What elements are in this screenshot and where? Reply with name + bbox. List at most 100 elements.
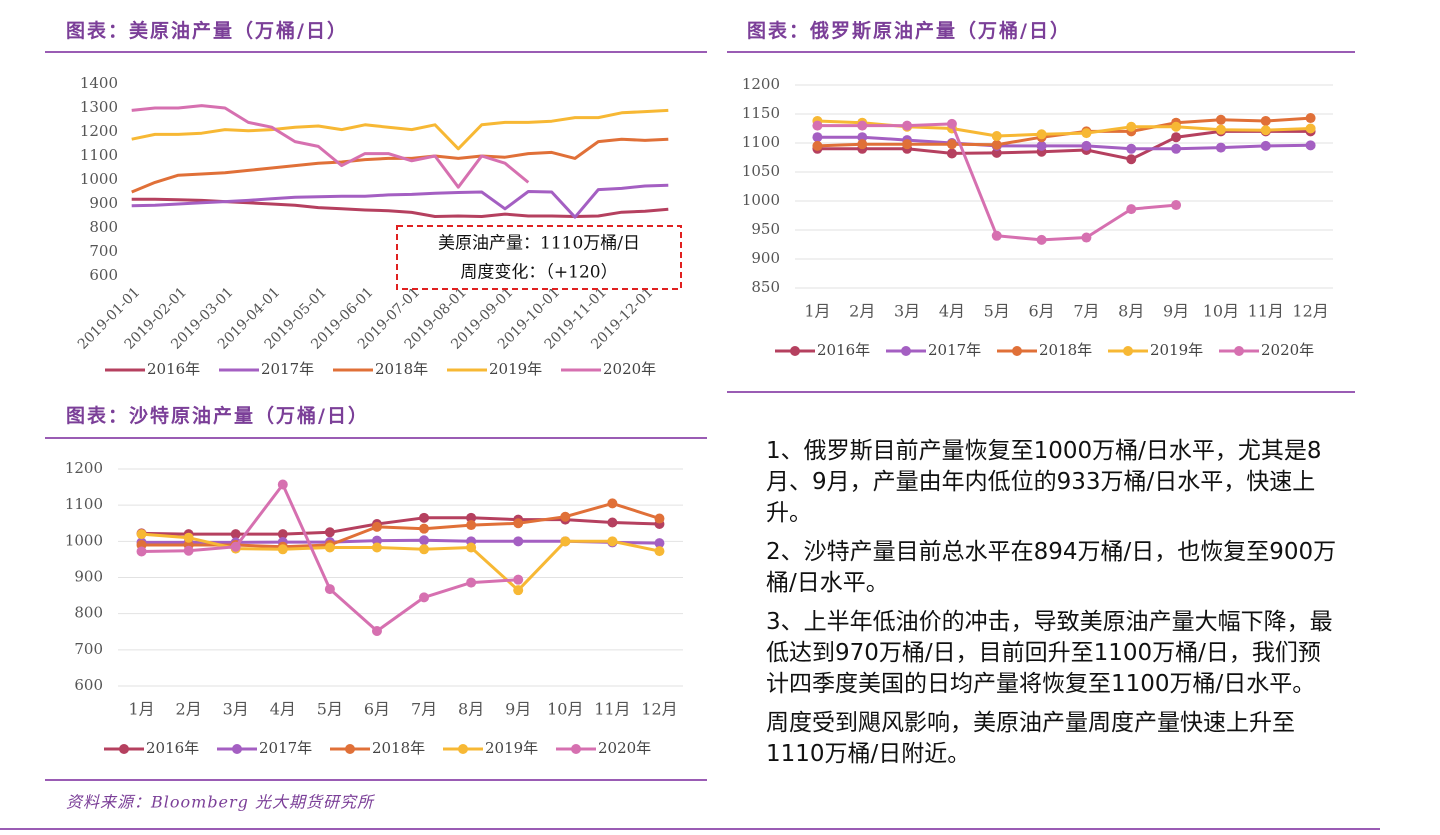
point xyxy=(1126,204,1137,215)
point xyxy=(371,535,382,546)
point xyxy=(1215,142,1226,153)
point xyxy=(857,139,868,150)
legend-label: 2019年 xyxy=(1150,341,1203,359)
legend-label: 2018年 xyxy=(1039,341,1092,359)
annotation-box xyxy=(396,225,682,290)
point xyxy=(560,511,571,522)
point xyxy=(1126,143,1137,154)
point xyxy=(607,498,618,509)
point xyxy=(419,535,430,546)
series-line xyxy=(817,129,1311,161)
point xyxy=(466,512,477,523)
series-line xyxy=(141,516,660,536)
point xyxy=(812,120,823,131)
legend-label: 2019年 xyxy=(485,739,538,757)
point xyxy=(419,523,430,534)
y-tick-label: 1000 xyxy=(65,531,103,549)
y-tick-label: 600 xyxy=(74,676,103,694)
point xyxy=(230,529,241,540)
x-tick-label: 8月 xyxy=(1118,302,1144,321)
x-tick-label: 10月 xyxy=(547,700,583,719)
chart-title: 图表：俄罗斯原油产量（万桶/日） xyxy=(747,19,1071,42)
legend-marker xyxy=(1012,346,1022,356)
x-tick-label: 7月 xyxy=(411,700,437,719)
point xyxy=(857,132,868,143)
y-tick-label: 600 xyxy=(89,266,118,284)
x-tick-label: 5月 xyxy=(317,700,343,719)
legend-label: 2017年 xyxy=(259,739,312,757)
point xyxy=(560,536,571,547)
x-tick-label: 4月 xyxy=(939,302,965,321)
point xyxy=(513,574,524,585)
annotation: 周度变化：（+120） xyxy=(460,263,617,283)
series-line xyxy=(817,119,1311,138)
y-tick-label: 1000 xyxy=(742,191,780,209)
point xyxy=(277,529,288,540)
point xyxy=(812,140,823,151)
point xyxy=(946,139,957,150)
point xyxy=(183,532,194,543)
legend-marker xyxy=(571,744,581,754)
note-paragraph: 周度受到飓风影响，美原油产量周度产量快速上升至1110万桶/日附近。 xyxy=(766,710,1295,767)
x-tick-label: 3月 xyxy=(894,302,920,321)
point xyxy=(654,513,665,524)
point xyxy=(607,517,618,528)
point xyxy=(1305,123,1316,134)
x-tick-label: 7月 xyxy=(1073,302,1099,321)
y-tick-label: 1100 xyxy=(65,495,103,513)
x-tick-label: 4月 xyxy=(270,700,296,719)
x-tick-label: 6月 xyxy=(364,700,390,719)
x-tick-label: 5月 xyxy=(984,302,1010,321)
y-tick-label: 800 xyxy=(89,218,118,236)
point xyxy=(1171,121,1182,132)
legend-marker xyxy=(790,346,800,356)
point xyxy=(419,512,430,523)
point xyxy=(513,536,524,547)
x-tick-label: 12月 xyxy=(1292,302,1328,321)
point xyxy=(1215,124,1226,135)
x-tick-label: 2月 xyxy=(176,700,202,719)
y-tick-label: 900 xyxy=(74,568,103,586)
y-tick-label: 1150 xyxy=(742,104,780,122)
y-tick-label: 1200 xyxy=(742,75,780,93)
legend-label: 2020年 xyxy=(603,360,656,378)
y-tick-label: 950 xyxy=(751,220,780,238)
notes: 1、俄罗斯目前产量恢复至1000万桶/日水平，尤其是8月、9月，产量由年内低位的… xyxy=(766,436,1341,778)
point xyxy=(1260,125,1271,136)
x-tick-label: 1月 xyxy=(804,302,830,321)
point xyxy=(277,544,288,555)
point xyxy=(513,585,524,596)
legend-marker xyxy=(345,744,355,754)
legend-label: 2016年 xyxy=(817,341,870,359)
point xyxy=(1081,140,1092,151)
point xyxy=(946,148,957,159)
legend-marker xyxy=(901,346,911,356)
series-line xyxy=(817,135,1311,151)
x-tick-label: 11月 xyxy=(594,700,630,719)
series-line xyxy=(131,108,669,151)
y-tick-label: 1300 xyxy=(80,98,118,116)
y-tick-label: 700 xyxy=(89,242,118,260)
point xyxy=(513,518,524,529)
y-tick-label: 1000 xyxy=(80,170,118,188)
point xyxy=(991,230,1002,241)
point xyxy=(991,147,1002,158)
x-tick-label: 11月 xyxy=(1248,302,1284,321)
y-tick-label: 850 xyxy=(751,278,780,296)
legend-marker xyxy=(232,744,242,754)
point xyxy=(277,479,288,490)
point xyxy=(1171,143,1182,154)
x-tick-label: 10月 xyxy=(1203,302,1239,321)
point xyxy=(136,546,147,557)
series-line xyxy=(131,183,669,219)
point xyxy=(324,584,335,595)
x-tick-label: 12月 xyxy=(641,700,677,719)
legend-label: 2016年 xyxy=(146,739,199,757)
note-paragraph: 1、俄罗斯目前产量恢复至1000万桶/日水平，尤其是8月、9月，产量由年内低位的… xyxy=(766,438,1322,526)
chart-title: 图表：沙特原油产量（万桶/日） xyxy=(66,404,369,427)
legend-label: 2017年 xyxy=(928,341,981,359)
point xyxy=(324,542,335,553)
y-tick-label: 700 xyxy=(74,640,103,658)
